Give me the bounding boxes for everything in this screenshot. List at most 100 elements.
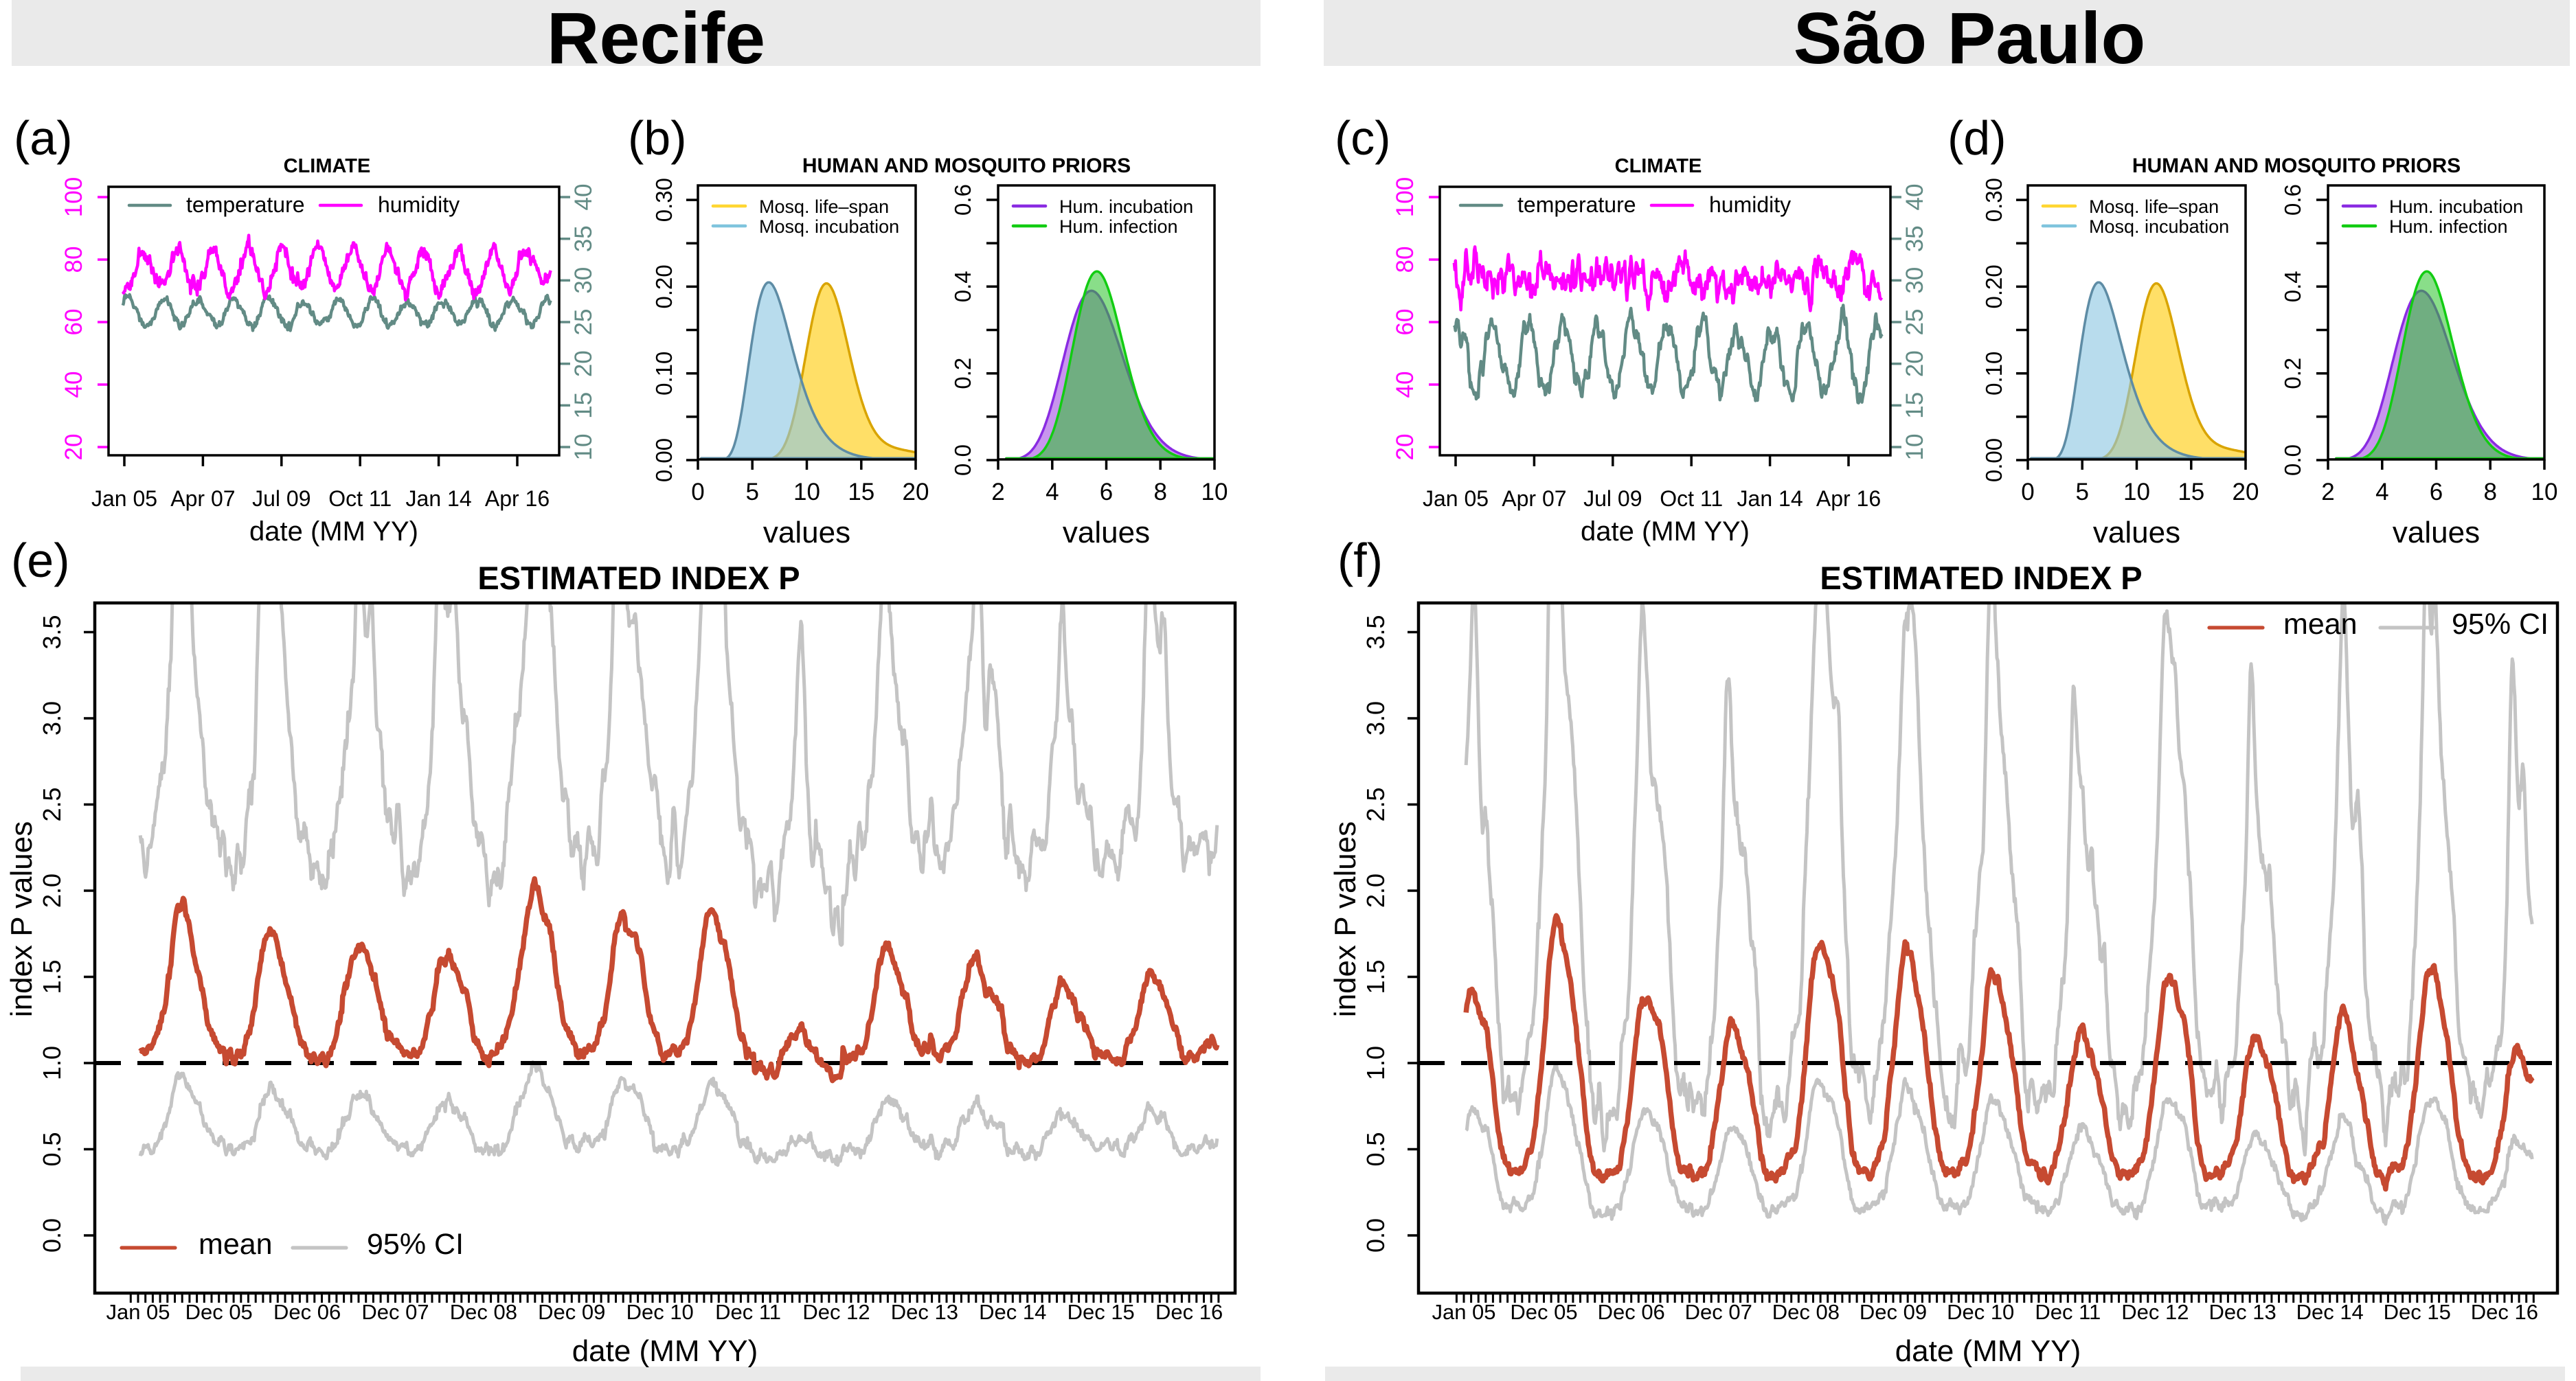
svg-text:ESTIMATED INDEX P: ESTIMATED INDEX P bbox=[1820, 560, 2142, 596]
svg-text:Apr 16: Apr 16 bbox=[485, 486, 550, 511]
svg-text:8: 8 bbox=[1153, 479, 1166, 505]
svg-text:10: 10 bbox=[1201, 479, 1228, 505]
svg-text:3.0: 3.0 bbox=[1362, 701, 1390, 735]
svg-text:15: 15 bbox=[848, 479, 874, 505]
svg-text:Apr 07: Apr 07 bbox=[170, 486, 235, 511]
svg-text:0.00: 0.00 bbox=[1981, 438, 2007, 482]
svg-text:(f): (f) bbox=[1337, 534, 1383, 587]
svg-text:Mosq. incubation: Mosq. incubation bbox=[759, 216, 899, 237]
svg-text:Dec 09: Dec 09 bbox=[1860, 1300, 1927, 1324]
svg-text:Dec 07: Dec 07 bbox=[1685, 1300, 1752, 1324]
svg-text:Hum. infection: Hum. infection bbox=[2389, 216, 2508, 237]
svg-text:São Paulo: São Paulo bbox=[1794, 0, 2145, 79]
svg-text:0.10: 0.10 bbox=[1981, 352, 2007, 396]
svg-text:values: values bbox=[2093, 516, 2180, 549]
svg-text:Dec 13: Dec 13 bbox=[2208, 1300, 2276, 1324]
svg-text:date (MM YY): date (MM YY) bbox=[572, 1334, 758, 1368]
svg-text:Mosq. life–span: Mosq. life–span bbox=[2089, 196, 2219, 217]
svg-text:Jan 05: Jan 05 bbox=[91, 486, 157, 511]
svg-text:10: 10 bbox=[2531, 479, 2558, 505]
svg-text:Dec 10: Dec 10 bbox=[1947, 1300, 2014, 1324]
svg-text:mean: mean bbox=[2283, 608, 2358, 641]
svg-text:temperature: temperature bbox=[1517, 192, 1636, 217]
svg-text:80: 80 bbox=[60, 247, 87, 273]
svg-text:index P values: index P values bbox=[5, 821, 38, 1017]
svg-text:100: 100 bbox=[1392, 177, 1419, 217]
svg-text:1.0: 1.0 bbox=[1362, 1046, 1390, 1080]
svg-text:Dec 10: Dec 10 bbox=[626, 1300, 694, 1324]
svg-text:95% CI: 95% CI bbox=[2452, 608, 2549, 641]
svg-text:15: 15 bbox=[2178, 479, 2204, 505]
svg-text:10: 10 bbox=[1901, 434, 1928, 461]
svg-text:1.5: 1.5 bbox=[38, 959, 66, 994]
svg-text:Dec 11: Dec 11 bbox=[715, 1300, 781, 1324]
svg-text:40: 40 bbox=[60, 372, 87, 398]
svg-text:40: 40 bbox=[570, 184, 597, 211]
svg-text:mean: mean bbox=[199, 1228, 273, 1261]
svg-text:100: 100 bbox=[60, 177, 87, 217]
svg-text:HUMAN AND MOSQUITO PRIORS: HUMAN AND MOSQUITO PRIORS bbox=[802, 155, 1131, 177]
svg-text:0.0: 0.0 bbox=[1362, 1218, 1390, 1253]
svg-text:Dec 16: Dec 16 bbox=[2471, 1300, 2538, 1324]
svg-text:0.2: 0.2 bbox=[2280, 358, 2305, 389]
svg-text:0.30: 0.30 bbox=[1981, 178, 2007, 222]
svg-text:2: 2 bbox=[2321, 479, 2334, 505]
svg-text:0: 0 bbox=[691, 479, 704, 505]
svg-text:60: 60 bbox=[1392, 309, 1419, 336]
svg-text:2.5: 2.5 bbox=[38, 787, 66, 821]
svg-text:5: 5 bbox=[745, 479, 758, 505]
svg-text:35: 35 bbox=[570, 225, 597, 252]
svg-text:0.10: 0.10 bbox=[651, 352, 677, 396]
svg-text:date (MM YY): date (MM YY) bbox=[249, 516, 418, 547]
svg-text:Jan 14: Jan 14 bbox=[406, 486, 472, 511]
svg-text:0.6: 0.6 bbox=[950, 184, 975, 216]
svg-text:20: 20 bbox=[570, 350, 597, 377]
svg-text:CLIMATE: CLIMATE bbox=[1615, 155, 1702, 177]
svg-text:Dec 16: Dec 16 bbox=[1155, 1300, 1223, 1324]
svg-text:Dec 05: Dec 05 bbox=[1510, 1300, 1577, 1324]
svg-text:0.6: 0.6 bbox=[2280, 184, 2305, 216]
svg-text:0.0: 0.0 bbox=[38, 1218, 66, 1253]
svg-text:Hum. incubation: Hum. incubation bbox=[1059, 196, 1193, 217]
svg-text:0.0: 0.0 bbox=[950, 444, 975, 476]
svg-text:Mosq. incubation: Mosq. incubation bbox=[2089, 216, 2229, 237]
svg-text:20: 20 bbox=[903, 479, 929, 505]
svg-text:date (MM YY): date (MM YY) bbox=[1895, 1334, 2081, 1368]
svg-text:Jan 05: Jan 05 bbox=[106, 1300, 170, 1324]
svg-text:2.0: 2.0 bbox=[38, 874, 66, 908]
svg-text:15: 15 bbox=[1901, 392, 1928, 419]
svg-text:0.00: 0.00 bbox=[651, 438, 677, 482]
svg-text:Jan 14: Jan 14 bbox=[1737, 486, 1803, 511]
svg-text:values: values bbox=[763, 516, 850, 549]
svg-text:Dec 14: Dec 14 bbox=[979, 1300, 1046, 1324]
svg-text:80: 80 bbox=[1392, 247, 1419, 273]
svg-text:4: 4 bbox=[1046, 479, 1059, 505]
svg-text:ESTIMATED INDEX P: ESTIMATED INDEX P bbox=[477, 560, 800, 596]
svg-text:2: 2 bbox=[991, 479, 1004, 505]
svg-text:3.5: 3.5 bbox=[1362, 615, 1390, 649]
svg-text:25: 25 bbox=[1901, 309, 1928, 336]
svg-text:humidity: humidity bbox=[378, 192, 460, 217]
svg-text:Dec 15: Dec 15 bbox=[2384, 1300, 2451, 1324]
svg-text:Mosq. life–span: Mosq. life–span bbox=[759, 196, 889, 217]
svg-text:Oct 11: Oct 11 bbox=[328, 486, 392, 511]
svg-text:(e): (e) bbox=[11, 534, 70, 587]
svg-text:Jan 05: Jan 05 bbox=[1423, 486, 1489, 511]
svg-text:0: 0 bbox=[2021, 479, 2034, 505]
svg-text:0.30: 0.30 bbox=[651, 178, 677, 222]
svg-text:date (MM YY): date (MM YY) bbox=[1581, 516, 1750, 547]
svg-text:6: 6 bbox=[2430, 479, 2443, 505]
svg-text:1.5: 1.5 bbox=[1362, 959, 1390, 994]
svg-text:0.4: 0.4 bbox=[950, 271, 975, 302]
svg-text:(b): (b) bbox=[628, 111, 687, 165]
svg-text:40: 40 bbox=[1901, 184, 1928, 211]
svg-text:20: 20 bbox=[2233, 479, 2259, 505]
svg-text:index P values: index P values bbox=[1329, 821, 1362, 1017]
svg-text:40: 40 bbox=[1392, 372, 1419, 398]
svg-text:Dec 08: Dec 08 bbox=[1772, 1300, 1840, 1324]
svg-text:temperature: temperature bbox=[186, 192, 305, 217]
svg-text:(a): (a) bbox=[14, 111, 73, 165]
svg-text:2.5: 2.5 bbox=[1362, 787, 1390, 821]
svg-text:(c): (c) bbox=[1335, 111, 1391, 165]
svg-text:20: 20 bbox=[1392, 434, 1419, 461]
